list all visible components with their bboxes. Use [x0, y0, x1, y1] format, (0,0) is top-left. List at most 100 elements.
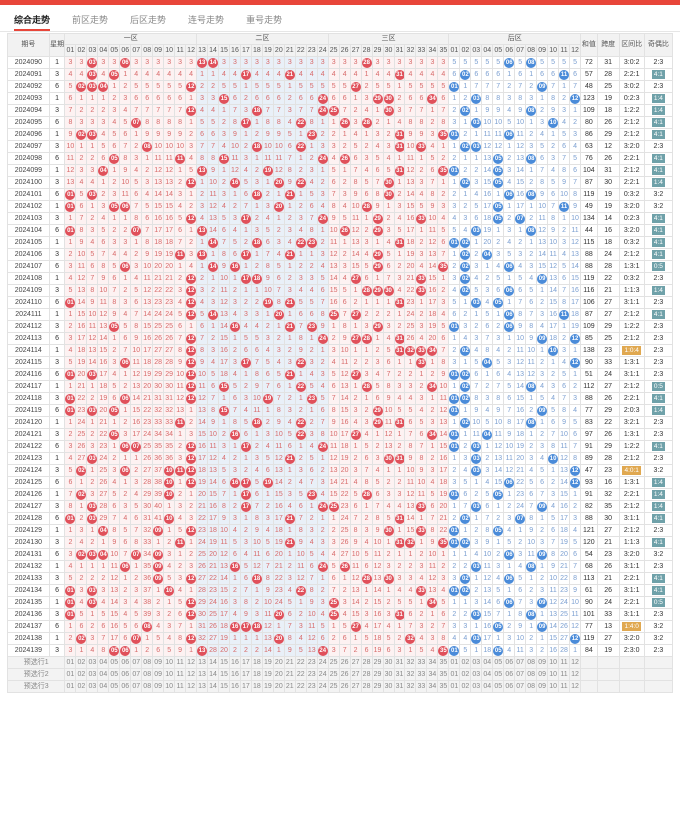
prediction-front-cell[interactable]: 08: [141, 668, 154, 681]
prediction-front-cell[interactable]: 24: [316, 656, 329, 669]
prediction-back-cell[interactable]: 11: [558, 656, 571, 669]
prediction-back-cell[interactable]: 02: [459, 668, 472, 681]
prediction-front-cell[interactable]: 11: [174, 680, 187, 693]
prediction-front-cell[interactable]: 21: [283, 680, 296, 693]
prediction-front-cell[interactable]: 32: [404, 656, 417, 669]
prediction-front-cell[interactable]: 02: [75, 656, 88, 669]
prediction-front-cell[interactable]: 03: [86, 680, 99, 693]
prediction-front-cell[interactable]: 17: [239, 680, 252, 693]
prediction-front-cell[interactable]: 27: [349, 656, 362, 669]
prediction-front-cell[interactable]: 20: [272, 656, 285, 669]
prediction-front-cell[interactable]: 17: [239, 656, 252, 669]
prediction-front-cell[interactable]: 10: [163, 668, 176, 681]
prediction-front-cell[interactable]: 27: [349, 668, 362, 681]
prediction-front-cell[interactable]: 25: [327, 680, 340, 693]
prediction-front-cell[interactable]: 34: [426, 680, 439, 693]
prediction-front-cell[interactable]: 08: [141, 656, 154, 669]
prediction-front-cell[interactable]: 29: [371, 656, 384, 669]
prediction-front-cell[interactable]: 01: [64, 668, 77, 681]
prediction-back-cell[interactable]: 07: [514, 656, 527, 669]
prediction-front-cell[interactable]: 28: [360, 668, 373, 681]
prediction-back-cell[interactable]: 10: [547, 656, 560, 669]
prediction-back-cell[interactable]: 01: [448, 680, 461, 693]
prediction-front-cell[interactable]: 12: [185, 656, 198, 669]
prediction-front-cell[interactable]: 24: [316, 680, 329, 693]
prediction-front-cell[interactable]: 07: [130, 656, 143, 669]
prediction-front-cell[interactable]: 04: [97, 668, 110, 681]
prediction-front-cell[interactable]: 32: [404, 668, 417, 681]
prediction-front-cell[interactable]: 17: [239, 668, 252, 681]
prediction-back-cell[interactable]: 02: [459, 680, 472, 693]
prediction-front-cell[interactable]: 31: [393, 668, 406, 681]
prediction-front-cell[interactable]: 26: [338, 656, 351, 669]
prediction-front-cell[interactable]: 31: [393, 656, 406, 669]
prediction-front-cell[interactable]: 18: [250, 680, 263, 693]
prediction-front-cell[interactable]: 15: [218, 668, 230, 681]
prediction-front-cell[interactable]: 07: [130, 680, 143, 693]
prediction-front-cell[interactable]: 13: [196, 656, 209, 669]
prediction-front-cell[interactable]: 20: [272, 668, 285, 681]
prediction-back-cell[interactable]: 09: [536, 656, 549, 669]
prediction-front-cell[interactable]: 13: [196, 680, 209, 693]
prediction-front-cell[interactable]: 34: [426, 668, 439, 681]
prediction-front-cell[interactable]: 04: [97, 680, 110, 693]
prediction-back-cell[interactable]: 03: [470, 656, 483, 669]
prediction-front-cell[interactable]: 08: [141, 680, 154, 693]
prediction-front-cell[interactable]: 03: [86, 656, 99, 669]
prediction-front-cell[interactable]: 25: [327, 668, 340, 681]
prediction-front-cell[interactable]: 22: [294, 656, 307, 669]
prediction-back-cell[interactable]: 05: [492, 656, 505, 669]
tab-1[interactable]: 综合走势: [14, 13, 51, 31]
prediction-front-cell[interactable]: 24: [316, 668, 329, 681]
prediction-front-cell[interactable]: 23: [305, 668, 318, 681]
prediction-front-cell[interactable]: 32: [404, 680, 417, 693]
prediction-front-cell[interactable]: 25: [327, 656, 340, 669]
prediction-front-cell[interactable]: 09: [152, 668, 165, 681]
prediction-back-cell[interactable]: 08: [525, 656, 538, 669]
prediction-back-cell[interactable]: 04: [481, 656, 494, 669]
prediction-front-cell[interactable]: 12: [185, 668, 198, 681]
prediction-front-cell[interactable]: 09: [152, 656, 165, 669]
prediction-front-cell[interactable]: 05: [108, 668, 121, 681]
prediction-front-cell[interactable]: 19: [261, 668, 274, 681]
prediction-front-cell[interactable]: 12: [185, 680, 198, 693]
prediction-front-cell[interactable]: 01: [64, 656, 77, 669]
prediction-back-cell[interactable]: 04: [481, 668, 494, 681]
prediction-back-cell[interactable]: 06: [503, 668, 516, 681]
prediction-front-cell[interactable]: 02: [75, 680, 88, 693]
prediction-front-cell[interactable]: 14: [207, 656, 219, 669]
prediction-back-cell[interactable]: 09: [536, 680, 549, 693]
prediction-front-cell[interactable]: 30: [382, 680, 395, 693]
prediction-front-cell[interactable]: 35: [437, 656, 450, 669]
prediction-front-cell[interactable]: 19: [261, 656, 274, 669]
prediction-back-cell[interactable]: 12: [569, 656, 582, 669]
prediction-back-cell[interactable]: 04: [481, 680, 494, 693]
prediction-front-cell[interactable]: 35: [437, 680, 450, 693]
prediction-front-cell[interactable]: 16: [228, 680, 241, 693]
prediction-back-cell[interactable]: 05: [492, 680, 505, 693]
prediction-back-cell[interactable]: 03: [470, 680, 483, 693]
prediction-back-cell[interactable]: 12: [569, 680, 582, 693]
prediction-front-cell[interactable]: 06: [119, 656, 132, 669]
prediction-front-cell[interactable]: 09: [152, 680, 165, 693]
prediction-front-cell[interactable]: 13: [196, 668, 209, 681]
prediction-front-cell[interactable]: 06: [119, 668, 132, 681]
prediction-front-cell[interactable]: 22: [294, 680, 307, 693]
prediction-back-cell[interactable]: 02: [459, 656, 472, 669]
prediction-front-cell[interactable]: 10: [163, 656, 176, 669]
prediction-front-cell[interactable]: 16: [228, 668, 241, 681]
prediction-front-cell[interactable]: 21: [283, 656, 296, 669]
prediction-back-cell[interactable]: 09: [536, 668, 549, 681]
prediction-front-cell[interactable]: 33: [415, 656, 428, 669]
prediction-front-cell[interactable]: 06: [119, 680, 132, 693]
prediction-front-cell[interactable]: 10: [163, 680, 176, 693]
prediction-back-cell[interactable]: 05: [492, 668, 505, 681]
prediction-front-cell[interactable]: 19: [261, 680, 274, 693]
prediction-front-cell[interactable]: 23: [305, 680, 318, 693]
prediction-front-cell[interactable]: 20: [272, 680, 285, 693]
prediction-front-cell[interactable]: 04: [97, 656, 110, 669]
prediction-back-cell[interactable]: 11: [558, 680, 571, 693]
prediction-front-cell[interactable]: 33: [415, 668, 428, 681]
prediction-back-cell[interactable]: 07: [514, 680, 527, 693]
prediction-front-cell[interactable]: 28: [360, 656, 373, 669]
